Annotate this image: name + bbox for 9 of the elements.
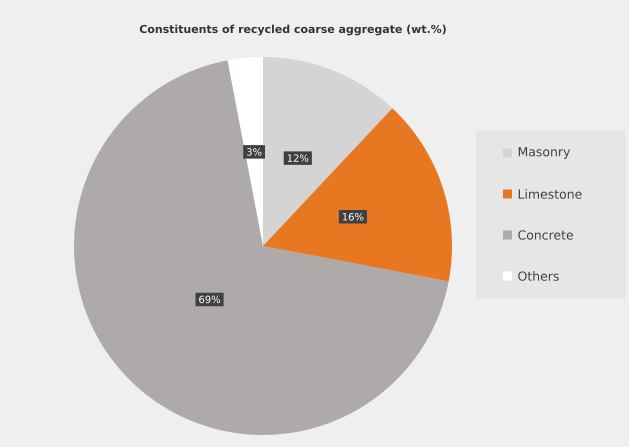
data-label: 16% [342, 213, 364, 221]
chart-title: Constituents of recycled coarse aggregate (wt.%) [140, 24, 446, 36]
legend-label: Limestone [518, 189, 582, 199]
data-label: 3% [246, 148, 262, 156]
legend-label: Others [518, 271, 559, 281]
legend-label: Masonry [518, 147, 570, 159]
data-label: 12% [288, 154, 308, 162]
data-label: 69% [199, 296, 220, 304]
legend-label: Concrete [518, 230, 573, 240]
